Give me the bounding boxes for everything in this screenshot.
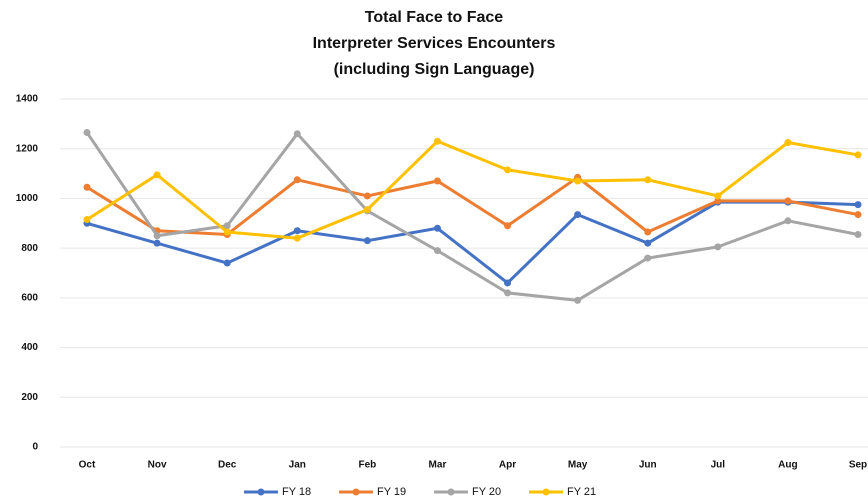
point [854, 201, 862, 209]
point [293, 176, 301, 184]
point [293, 130, 301, 138]
legend-swatch [257, 488, 265, 496]
chart-title: (including Sign Language) [334, 61, 535, 78]
point [644, 254, 652, 262]
point [644, 239, 652, 247]
legend-swatch [352, 488, 360, 496]
point [504, 289, 512, 297]
point [644, 228, 652, 236]
y-tick-label: 600 [21, 292, 38, 303]
point [854, 230, 862, 238]
point [433, 224, 441, 232]
y-tick-label: 200 [21, 392, 38, 403]
point [363, 237, 371, 245]
point [854, 151, 862, 159]
point [293, 227, 301, 235]
x-tick-label: Jun [639, 460, 657, 471]
point [83, 129, 91, 137]
point [574, 211, 582, 219]
point [644, 176, 652, 184]
x-tick-label: Sep [849, 460, 867, 471]
x-tick-label: Dec [218, 460, 237, 471]
x-tick-label: Oct [79, 460, 96, 471]
point [363, 192, 371, 200]
point [574, 296, 582, 304]
legend-label: FY 19 [377, 486, 406, 498]
x-tick-label: Nov [148, 460, 167, 471]
legend-label: FY 20 [472, 486, 501, 498]
point [574, 177, 582, 185]
series-line [85, 131, 859, 302]
point [714, 197, 722, 205]
legend-swatch [447, 488, 455, 496]
point [83, 216, 91, 224]
point [504, 166, 512, 174]
point [784, 217, 792, 225]
point [153, 171, 161, 179]
point [293, 234, 301, 242]
x-tick-label: Jul [711, 460, 726, 471]
x-tick-label: Jan [289, 460, 306, 471]
point [153, 239, 161, 247]
point [784, 197, 792, 205]
y-tick-label: 1000 [16, 193, 39, 204]
point [223, 228, 231, 236]
x-tick-label: Aug [778, 460, 797, 471]
point [433, 137, 441, 145]
point [433, 247, 441, 255]
y-tick-label: 0 [32, 442, 38, 453]
point [714, 243, 722, 251]
point [433, 177, 441, 185]
y-tick-label: 1400 [16, 94, 39, 105]
x-tick-label: Apr [499, 460, 516, 471]
point [83, 183, 91, 191]
series-line [86, 175, 859, 236]
y-tick-label: 1200 [16, 143, 39, 154]
chart-title: Interpreter Services Encounters [313, 35, 556, 52]
x-tick-label: Feb [358, 460, 376, 471]
point [504, 279, 512, 287]
point [223, 222, 231, 230]
y-tick-label: 800 [21, 243, 38, 254]
x-tick-label: May [568, 460, 588, 471]
point [223, 259, 231, 267]
point [153, 232, 161, 240]
point [784, 139, 792, 146]
chart-title: Total Face to Face [365, 9, 504, 26]
legend-swatch [542, 488, 550, 496]
x-tick-label: Mar [429, 460, 447, 471]
point [363, 206, 371, 214]
point [714, 192, 722, 200]
y-tick-label: 400 [21, 342, 38, 353]
point [504, 222, 512, 230]
point [854, 211, 862, 219]
legend-label: FY 21 [567, 486, 596, 498]
series-line [86, 139, 859, 240]
legend-label: FY 18 [282, 486, 311, 498]
